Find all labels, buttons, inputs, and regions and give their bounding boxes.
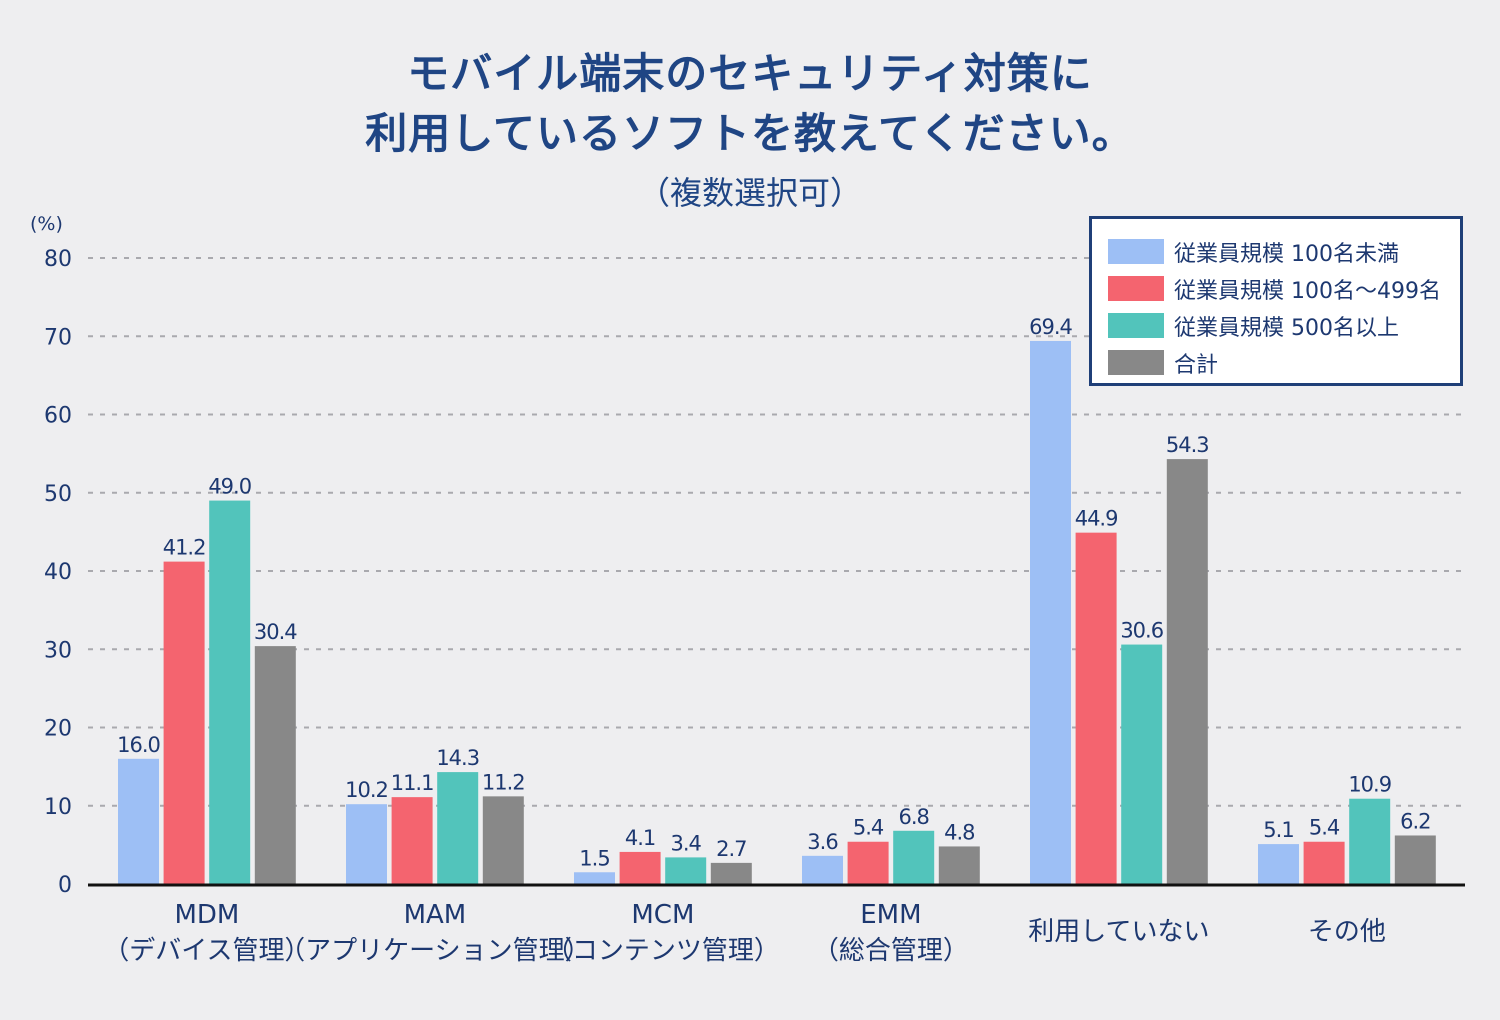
- bar: [437, 772, 479, 884]
- legend-swatch: [1108, 313, 1164, 338]
- legend-item: 合計: [1108, 344, 1460, 381]
- bar: [938, 846, 980, 884]
- y-tick-label: 50: [44, 482, 72, 507]
- data-label: 5.4: [1309, 816, 1340, 840]
- data-label: 44.9: [1075, 507, 1118, 531]
- x-tick-label-line2: （コンテンツ管理）: [545, 936, 780, 966]
- legend: 従業員規模 100名未満 従業員規模 100名〜499名 従業員規模 500名以…: [1089, 216, 1463, 386]
- legend-item: 従業員規模 500名以上: [1108, 307, 1460, 344]
- bar: [163, 561, 205, 884]
- bar: [1030, 340, 1071, 884]
- y-tick-label: 20: [44, 717, 72, 742]
- x-tick-label-line2: （デバイス管理）: [103, 936, 311, 966]
- y-tick-label: 30: [44, 638, 72, 663]
- data-label: 1.5: [579, 846, 609, 870]
- x-tick-label: MCM （コンテンツ管理）: [533, 897, 793, 969]
- bar: [1303, 841, 1345, 884]
- legend-label: 合計: [1174, 352, 1219, 378]
- legend-swatch: [1108, 239, 1164, 264]
- data-label: 54.3: [1166, 433, 1209, 457]
- data-label: 5.4: [853, 816, 884, 840]
- data-label: 41.2: [163, 536, 206, 560]
- bar: [391, 797, 433, 884]
- bar: [118, 758, 159, 884]
- x-tick-label-line2: （総合管理）: [812, 936, 969, 966]
- data-label: 6.2: [1400, 809, 1430, 833]
- data-label: 5.1: [1263, 818, 1293, 842]
- bar: [619, 851, 661, 884]
- bar: [710, 862, 752, 884]
- legend-swatch: [1108, 350, 1164, 375]
- bar: [1166, 459, 1208, 884]
- x-tick-label: MDM （デバイス管理）: [77, 897, 337, 969]
- data-label: 16.0: [117, 733, 160, 757]
- y-tick-label: 40: [44, 560, 72, 585]
- bar: [1075, 532, 1117, 884]
- bar: [893, 830, 935, 884]
- data-label: 14.3: [436, 746, 479, 770]
- data-label: 69.4: [1029, 315, 1072, 339]
- data-label: 11.1: [391, 771, 434, 795]
- x-tick-label: 利用していない: [1028, 917, 1210, 947]
- y-axis-unit-label: (%): [30, 213, 63, 235]
- y-tick-label: 70: [44, 325, 72, 350]
- legend-item: 従業員規模 100名未満: [1108, 233, 1460, 270]
- legend-swatch: [1108, 276, 1164, 301]
- x-tick-label: EMM （総合管理）: [761, 897, 1021, 969]
- x-tick-label-line1: MDM: [174, 900, 240, 930]
- bar: [254, 646, 296, 884]
- bar: [482, 796, 524, 884]
- y-tick-label: 60: [44, 404, 72, 429]
- bar: [209, 500, 251, 884]
- data-label: 10.9: [1348, 773, 1391, 797]
- x-tick-label-line1: EMM: [860, 900, 922, 930]
- bar: [665, 857, 707, 884]
- legend-label: 従業員規模 500名以上: [1174, 315, 1399, 341]
- data-label: 4.8: [944, 820, 974, 844]
- legend-item: 従業員規模 100名〜499名: [1108, 270, 1460, 307]
- data-label: 10.2: [345, 778, 388, 802]
- y-tick-label: 0: [58, 873, 72, 898]
- legend-label: 従業員規模 100名未満: [1174, 241, 1399, 267]
- data-label: 11.2: [482, 770, 525, 794]
- x-tick-label: MAM （アプリケーション管理）: [279, 897, 590, 969]
- data-label: 2.7: [716, 837, 746, 861]
- y-tick-label: 10: [44, 795, 72, 820]
- chart-subtitle: （複数選択可）: [637, 174, 862, 212]
- bar: [1121, 644, 1163, 884]
- bar: [346, 804, 387, 884]
- data-label: 49.0: [208, 475, 251, 499]
- bar: [1349, 798, 1391, 884]
- data-label: 3.4: [670, 831, 701, 855]
- x-tick-label: その他: [1307, 917, 1386, 947]
- data-label: 30.4: [254, 620, 297, 644]
- data-label: 3.6: [807, 830, 838, 854]
- data-label: 4.1: [625, 826, 655, 850]
- x-tick-label-line2: （アプリケーション管理）: [279, 936, 591, 966]
- bar: [1258, 844, 1299, 884]
- x-tick-label-line1: MAM: [403, 900, 467, 930]
- chart-title-line1: モバイル端末のセキュリティ対策に: [407, 49, 1093, 98]
- legend-label: 従業員規模 100名〜499名: [1174, 278, 1441, 304]
- data-label: 30.6: [1120, 619, 1163, 643]
- data-label: 6.8: [898, 805, 928, 829]
- bar: [802, 855, 843, 884]
- y-tick-label: 80: [44, 247, 72, 272]
- bar: [1394, 835, 1436, 884]
- bar: [847, 841, 889, 884]
- x-tick-label-line1: MCM: [631, 900, 695, 930]
- bar: [574, 872, 615, 884]
- chart-title-line2: 利用しているソフトを教えてください。: [365, 109, 1135, 158]
